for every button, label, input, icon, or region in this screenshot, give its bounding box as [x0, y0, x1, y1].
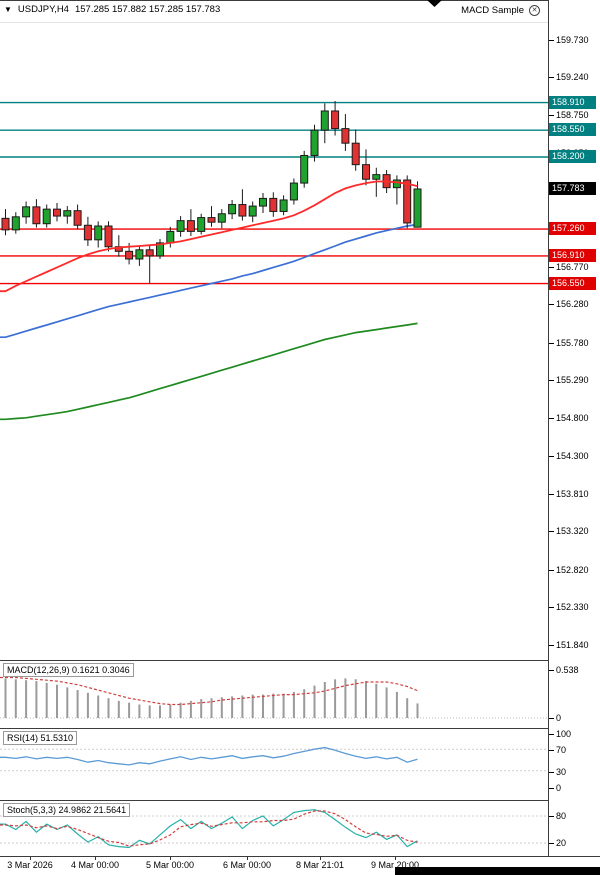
price-axis-label: 156.280 [549, 298, 589, 311]
stoch-axis-label: 20 [548, 837, 567, 849]
time-axis-tick [320, 857, 321, 860]
support-price-badge: 156.910 [549, 248, 596, 262]
panel-separator [0, 728, 600, 729]
stoch-axis-label: 80 [548, 810, 567, 822]
time-axis-tick [170, 857, 171, 860]
time-axis-tick [30, 857, 31, 860]
rsi-panel[interactable] [0, 729, 549, 800]
time-axis-label: 4 Mar 00:00 [70, 860, 120, 870]
time-axis-label: 3 Mar 2026 [7, 860, 53, 870]
support-price-badge: 157.260 [549, 222, 596, 236]
panel-separator [0, 800, 600, 801]
window-edge-artifact [427, 0, 442, 7]
time-axis-label: 5 Mar 00:00 [145, 860, 195, 870]
price-axis-label: 159.730 [549, 33, 589, 46]
price-axis-label: 155.780 [549, 336, 589, 349]
price-axis-label: 151.840 [549, 638, 589, 651]
macd-values: 0.1621 0.3046 [72, 665, 130, 675]
resistance-price-badge: 158.550 [549, 123, 596, 137]
time-axis-label: 6 Mar 00:00 [222, 860, 272, 870]
price-axis-label: 154.800 [549, 411, 589, 424]
stochastic-name: Stoch(5,3,3) [7, 805, 57, 815]
rsi-label: RSI(14) 51.5310 [3, 731, 78, 745]
bottom-window-edge [395, 867, 600, 875]
stochastic-values: 24.9862 21.5641 [58, 805, 127, 815]
macd-axis-label: 0.538 [549, 663, 579, 676]
rsi-name: RSI(14) [7, 733, 39, 743]
time-axis-tick [395, 857, 396, 860]
rsi-values: 51.5310 [40, 733, 74, 743]
remove-indicator-icon[interactable]: ✕ [529, 5, 540, 16]
macd-axis-label: 0 [548, 712, 562, 724]
symbol-timeframe-label: USDJPY,H4 [17, 4, 69, 15]
rsi-axis-label: 70 [548, 744, 567, 757]
price-axis-label: 156.770 [549, 260, 589, 273]
time-axis-tick [95, 857, 96, 860]
chart-header: ▼ USDJPY,H4 157.285 157.882 157.285 157.… [4, 4, 220, 15]
indicator-name-label: MACD Sample [461, 5, 524, 16]
macd-name: MACD(12,26,9) [7, 665, 70, 675]
price-axis-label: 153.320 [549, 525, 589, 538]
price-axis-label: 152.820 [549, 563, 589, 576]
time-axis-label: 8 Mar 21:01 [295, 860, 345, 870]
price-axis-label: 154.300 [549, 450, 589, 463]
time-axis-label: 9 Mar 20:00 [370, 860, 420, 870]
panel-separator [0, 856, 600, 857]
stochastic-label: Stoch(5,3,3) 24.9862 21.5641 [3, 803, 131, 817]
chevron-down-icon[interactable]: ▼ [4, 5, 12, 14]
price-axis-separator [548, 0, 549, 856]
price-axis-label: 158.750 [549, 108, 589, 121]
price-axis-label: 155.290 [549, 374, 589, 387]
price-axis-label: 153.810 [549, 487, 589, 500]
window-top-border [0, 0, 600, 1]
candlestick-chart[interactable] [0, 0, 549, 660]
header-divider [0, 22, 548, 23]
price-axis-label: 152.330 [549, 601, 589, 614]
macd-label: MACD(12,26,9) 0.1621 0.3046 [3, 663, 134, 677]
resistance-price-badge: 158.200 [549, 149, 596, 163]
rsi-axis-label: 0 [548, 782, 562, 794]
price-axis[interactable]: 159.730159.240158.750158.250156.770156.2… [548, 0, 600, 856]
current-price-badge: 157.783 [549, 181, 596, 195]
rsi-axis-label: 100 [548, 728, 572, 740]
resistance-price-badge: 158.910 [549, 95, 596, 109]
price-axis-label: 159.240 [549, 71, 589, 84]
support-price-badge: 156.550 [549, 276, 596, 290]
panel-separator [0, 660, 600, 661]
time-axis-tick [247, 857, 248, 860]
rsi-axis-label: 30 [548, 765, 567, 778]
indicator-badge: MACD Sample ✕ [461, 5, 540, 16]
ohlc-values: 157.285 157.882 157.285 157.783 [74, 4, 221, 15]
